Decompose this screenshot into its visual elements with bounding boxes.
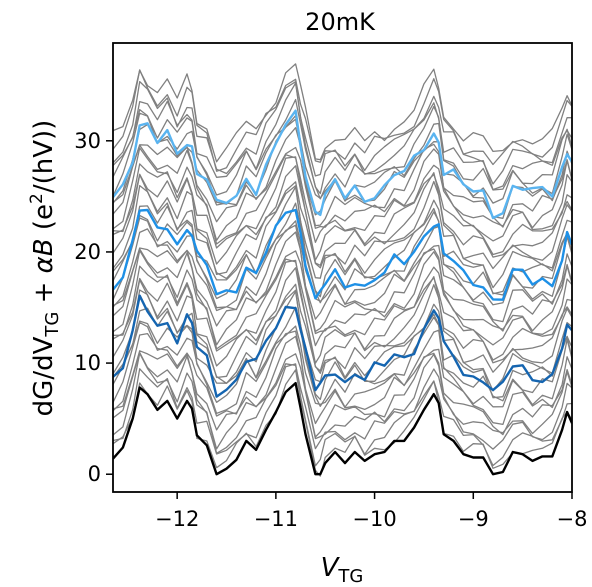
x-tick-label: −9 <box>458 507 489 531</box>
plot-frame <box>112 42 573 493</box>
x-tick-label: −8 <box>557 507 588 531</box>
trace-line <box>113 69 572 172</box>
trace-line <box>113 144 572 241</box>
x-tick-label: −10 <box>352 507 396 531</box>
trace-line <box>113 98 572 200</box>
trace-line <box>113 249 572 350</box>
chart-title: 20mK <box>305 8 376 36</box>
trace-line <box>113 186 572 298</box>
trace-line <box>113 335 572 438</box>
y-tick-label: 30 <box>74 129 101 153</box>
y-tick-label: 20 <box>74 240 101 264</box>
trace-line <box>113 63 572 163</box>
y-axis: 0 10 20 30 <box>74 129 113 486</box>
traces <box>113 63 572 477</box>
trace-line <box>113 184 572 289</box>
trace-line <box>113 156 572 261</box>
trace-line <box>113 231 572 333</box>
y-tick-label: 10 <box>74 351 101 375</box>
trace-line <box>113 82 572 195</box>
trace-line <box>113 174 572 276</box>
x-tick-label: −12 <box>155 507 199 531</box>
trace-line <box>113 352 572 454</box>
highlight-trace-line <box>113 109 572 220</box>
trace-line <box>113 80 572 185</box>
x-axis: −12 −11 −10 −9 −8 <box>155 492 587 531</box>
trace-line <box>113 290 572 401</box>
trace-line <box>113 279 572 379</box>
x-tick-label: −11 <box>254 507 298 531</box>
highlight-trace-line <box>113 381 572 476</box>
trace-line <box>113 147 572 245</box>
trace-line <box>113 363 572 467</box>
y-axis-label: dG/dVTG + αB (e2/(hV)) <box>27 120 63 417</box>
trace-line <box>113 127 572 228</box>
trace-line <box>113 259 572 364</box>
highlight-traces <box>113 109 572 476</box>
highlight-trace-line <box>113 294 572 398</box>
trace-line <box>113 369 572 477</box>
highlight-trace-line <box>113 208 572 301</box>
trace-line <box>113 321 572 415</box>
y-tick-label: 0 <box>88 462 101 486</box>
x-axis-label: VTG <box>321 553 364 587</box>
trace-line <box>113 267 572 372</box>
trace-line <box>113 330 572 426</box>
trace-line <box>113 217 572 309</box>
